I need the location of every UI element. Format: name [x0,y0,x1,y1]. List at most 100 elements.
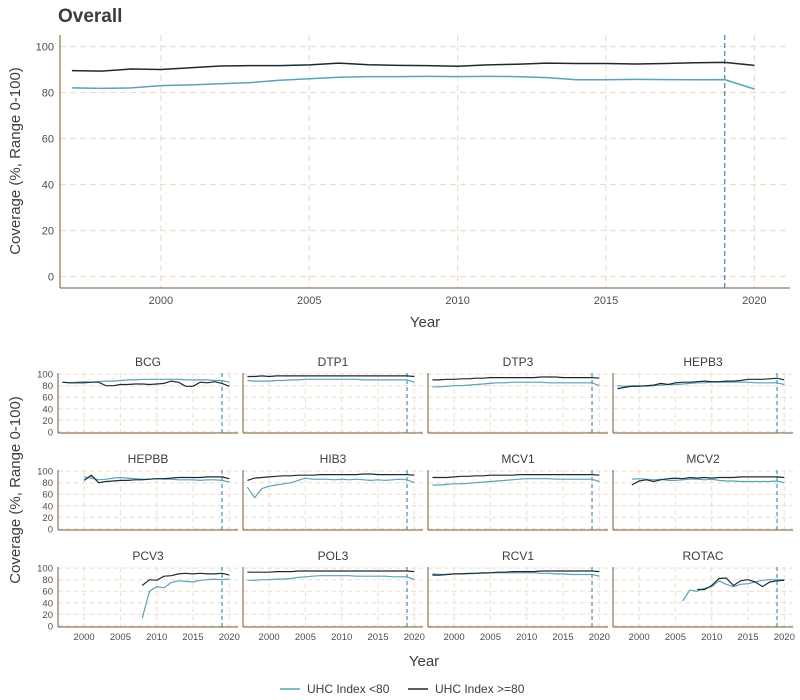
series-line-uhc-ge80 [247,570,415,573]
y-tick-label: 20 [42,513,53,524]
overall-panel: Overall 0 20 40 60 80 100 2000 2005 2010 2015 2020 C… [7,6,790,331]
series-line-uhc-lt80 [432,478,600,486]
facet-panel-dtp1: DTP1 [242,355,423,434]
y-tick-label: 100 [36,42,54,54]
facet-title: DTP3 [503,355,534,369]
x-tick-label: 2010 [331,632,352,643]
facet-title: HEPBB [128,452,169,466]
facet-panel-hib3: HIB3 [242,452,423,531]
y-tick-label: 100 [37,370,53,381]
series-line-uhc-ge80 [141,572,230,586]
facet-x-axis-title: Year [409,653,439,670]
x-tick-label: 2015 [594,295,618,307]
y-tick-label: 0 [48,427,53,438]
series-line-uhc-ge80 [697,577,785,591]
series-line-uhc-lt80 [71,75,755,90]
series-line-uhc-ge80 [432,474,600,479]
y-tick-label: 20 [42,610,53,621]
facet-title: MCV2 [686,452,720,466]
legend-label: UHC Index >=80 [435,682,525,696]
facet-title: PCV3 [132,549,164,563]
x-tick-label: 2010 [146,632,167,643]
series-line-uhc-ge80 [617,377,785,390]
x-tick-label: 2000 [444,632,465,643]
y-tick-label: 0 [48,524,53,535]
facet-panel-mcv2: MCV2 [612,452,793,531]
series-line-uhc-lt80 [682,579,785,602]
y-tick-label: 40 [42,598,53,609]
x-axis-title: Year [410,314,440,331]
y-tick-label: 60 [42,393,53,404]
series-line-uhc-lt80 [432,381,600,388]
facet-panel-rcv1: RCV1 2000 2005 2010 2015 2020 [427,549,610,643]
y-tick-label: 40 [42,501,53,512]
series-line-uhc-ge80 [247,375,415,378]
facet-title: POL3 [318,549,349,563]
facet-panel-pol3: POL3 2000 2005 2010 2015 2020 [242,549,425,643]
facet-title: DTP1 [318,355,349,369]
series-line-uhc-lt80 [141,578,230,619]
y-tick-label: 80 [42,88,54,100]
y-tick-label: 60 [42,587,53,598]
legend-item: UHC Index >=80 [408,682,525,696]
facet-panel-hepb3: HEPB3 [612,355,793,434]
y-axis-title: Coverage (%, Range 0-100) [7,67,24,255]
x-tick-label: 2000 [149,295,173,307]
x-tick-label: 2015 [737,632,758,643]
y-tick-label: 80 [42,381,53,392]
y-tick-label: 40 [42,180,54,192]
series-line-uhc-ge80 [432,570,600,576]
series-line-uhc-ge80 [62,380,230,387]
x-tick-label: 2000 [629,632,650,643]
legend: UHC Index <80 UHC Index >=80 [280,682,525,696]
x-tick-label: 2020 [219,632,240,643]
x-tick-label: 2015 [182,632,203,643]
x-tick-label: 2020 [742,295,766,307]
series-line-uhc-ge80 [71,61,755,72]
y-tick-label: 100 [37,564,53,575]
series-line-uhc-ge80 [247,473,415,481]
facet-title: HEPB3 [683,355,723,369]
series-line-uhc-lt80 [631,478,785,484]
series-line-uhc-lt80 [246,477,415,499]
facet-title: BCG [135,355,161,369]
x-tick-label: 2005 [297,295,321,307]
x-tick-label: 2020 [589,632,610,643]
series-line-uhc-ge80 [83,474,230,484]
y-tick-label: 40 [42,404,53,415]
facet-title: MCV1 [501,452,535,466]
x-tick-label: 2005 [480,632,501,643]
y-tick-label: 60 [42,134,54,146]
legend-item: UHC Index <80 [280,682,390,696]
series-line-uhc-lt80 [247,378,415,383]
facet-title: ROTAC [682,549,723,563]
y-tick-label: 60 [42,490,53,501]
facet-title: RCV1 [502,549,534,563]
facet-y-axis-title: Coverage (%, Range 0-100) [7,396,24,584]
facet-panel-mcv1: MCV1 [427,452,608,531]
x-tick-label: 2010 [516,632,537,643]
x-tick-label: 2005 [295,632,316,643]
x-tick-label: 2020 [404,632,425,643]
y-tick-label: 20 [42,226,54,238]
facet-panel-rotac: ROTAC 2000 2005 2010 2015 2020 [612,549,795,643]
x-tick-label: 2010 [445,295,469,307]
facet-panel-dtp3: DTP3 [427,355,608,434]
series-line-uhc-ge80 [432,376,600,381]
facet-title: HIB3 [320,452,347,466]
y-tick-label: 80 [42,478,53,489]
x-tick-label: 2015 [367,632,388,643]
x-tick-label: 2015 [552,632,573,643]
x-tick-label: 2000 [259,632,280,643]
legend-label: UHC Index <80 [307,682,390,696]
y-tick-label: 20 [42,416,53,427]
x-tick-label: 2005 [110,632,131,643]
x-tick-label: 2005 [665,632,686,643]
y-tick-label: 100 [37,467,53,478]
chart-title: Overall [58,6,122,27]
y-tick-label: 0 [48,272,54,284]
x-tick-label: 2010 [701,632,722,643]
